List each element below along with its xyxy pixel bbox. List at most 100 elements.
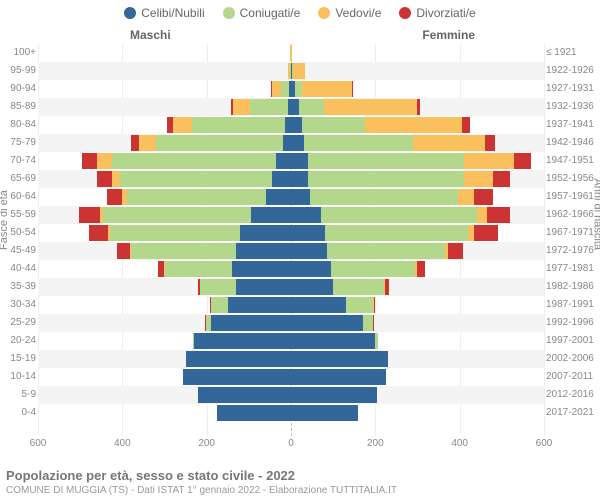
segment-m — [110, 225, 241, 241]
pyramid-row: 45-491972-1976 — [38, 242, 544, 260]
segment-w — [112, 171, 120, 187]
segment-w — [365, 117, 462, 133]
segment-w — [477, 207, 488, 223]
segment-w — [293, 63, 305, 79]
legend-item: Divorziati/e — [399, 6, 475, 20]
x-tick: 400 — [451, 438, 468, 449]
bar-male — [38, 261, 291, 277]
legend-swatch — [318, 7, 330, 19]
bar-male — [38, 135, 291, 151]
chart-container: Celibi/NubiliConiugati/eVedovi/eDivorzia… — [0, 0, 600, 500]
segment-s — [291, 261, 331, 277]
x-tick: 400 — [114, 438, 131, 449]
segment-s — [291, 135, 304, 151]
legend-swatch — [223, 7, 235, 19]
pyramid-row: 95-991922-1926 — [38, 62, 544, 80]
age-label: 15-19 — [2, 350, 36, 368]
segment-m — [281, 81, 289, 97]
segment-m — [363, 315, 374, 331]
pyramid-row: 70-741947-1951 — [38, 152, 544, 170]
segment-m — [302, 117, 365, 133]
bar-male — [38, 405, 291, 421]
bar-male — [38, 243, 291, 259]
segment-m — [112, 153, 276, 169]
bar-female — [291, 333, 544, 349]
segment-s — [276, 153, 291, 169]
age-label: 10-14 — [2, 368, 36, 386]
segment-s — [283, 135, 291, 151]
segment-s — [236, 279, 291, 295]
segment-d — [82, 153, 97, 169]
segment-d — [79, 207, 100, 223]
segment-m — [308, 171, 464, 187]
legend-swatch — [399, 7, 411, 19]
age-label: 55-59 — [2, 206, 36, 224]
segment-d — [131, 135, 139, 151]
birth-year-label: 1977-1981 — [546, 260, 598, 278]
bar-male — [38, 387, 291, 403]
bar-female — [291, 171, 544, 187]
segment-s — [291, 99, 299, 115]
segment-s — [291, 351, 388, 367]
segment-s — [291, 243, 327, 259]
segment-s — [291, 333, 375, 349]
age-label: 60-64 — [2, 188, 36, 206]
bar-male — [38, 81, 291, 97]
segment-d — [97, 171, 112, 187]
segment-s — [291, 171, 308, 187]
segment-m — [120, 171, 272, 187]
segment-m — [346, 297, 373, 313]
pyramid-row: 60-641957-1961 — [38, 188, 544, 206]
bar-female — [291, 117, 544, 133]
bar-female — [291, 351, 544, 367]
bar-female — [291, 315, 544, 331]
segment-d — [485, 135, 496, 151]
segment-m — [250, 99, 288, 115]
x-tick: 0 — [288, 438, 294, 449]
bar-male — [38, 369, 291, 385]
birth-year-label: 1932-1936 — [546, 98, 598, 116]
segment-m — [165, 261, 232, 277]
age-label: 75-79 — [2, 134, 36, 152]
segment-d — [448, 243, 463, 259]
legend-item: Celibi/Nubili — [124, 6, 204, 20]
x-tick: 600 — [30, 438, 47, 449]
segment-m — [327, 243, 445, 259]
segment-d — [117, 243, 130, 259]
pyramid-row: 25-291992-1996 — [38, 314, 544, 332]
pyramid-row: 55-591962-1966 — [38, 206, 544, 224]
pyramid-row: 5-92012-2016 — [38, 386, 544, 404]
segment-s — [291, 207, 321, 223]
bar-female — [291, 153, 544, 169]
segment-m — [333, 279, 384, 295]
segment-d — [462, 117, 470, 133]
birth-year-label: 1937-1941 — [546, 116, 598, 134]
chart-title: Popolazione per età, sesso e stato civil… — [6, 468, 397, 483]
bar-female — [291, 279, 544, 295]
bar-female — [291, 387, 544, 403]
pyramid-row: 50-541967-1971 — [38, 224, 544, 242]
age-label: 45-49 — [2, 242, 36, 260]
segment-s — [240, 225, 291, 241]
segment-w — [97, 153, 112, 169]
segment-s — [194, 333, 291, 349]
bar-male — [38, 189, 291, 205]
segment-d — [352, 81, 353, 97]
segment-d — [385, 279, 389, 295]
bar-male — [38, 171, 291, 187]
legend: Celibi/NubiliConiugati/eVedovi/eDivorzia… — [0, 0, 600, 20]
segment-s — [228, 297, 291, 313]
segment-d — [107, 189, 122, 205]
bar-female — [291, 207, 544, 223]
pyramid-row: 20-241997-2001 — [38, 332, 544, 350]
bar-female — [291, 99, 544, 115]
x-tick: 600 — [536, 438, 553, 449]
segment-m — [131, 243, 236, 259]
segment-w — [464, 171, 494, 187]
birth-year-label: 1962-1966 — [546, 206, 598, 224]
pyramid-row: 40-441977-1981 — [38, 260, 544, 278]
pyramid-row: 80-841937-1941 — [38, 116, 544, 134]
segment-w — [302, 81, 353, 97]
birth-year-label: 2002-2006 — [546, 350, 598, 368]
footer: Popolazione per età, sesso e stato civil… — [6, 468, 397, 496]
